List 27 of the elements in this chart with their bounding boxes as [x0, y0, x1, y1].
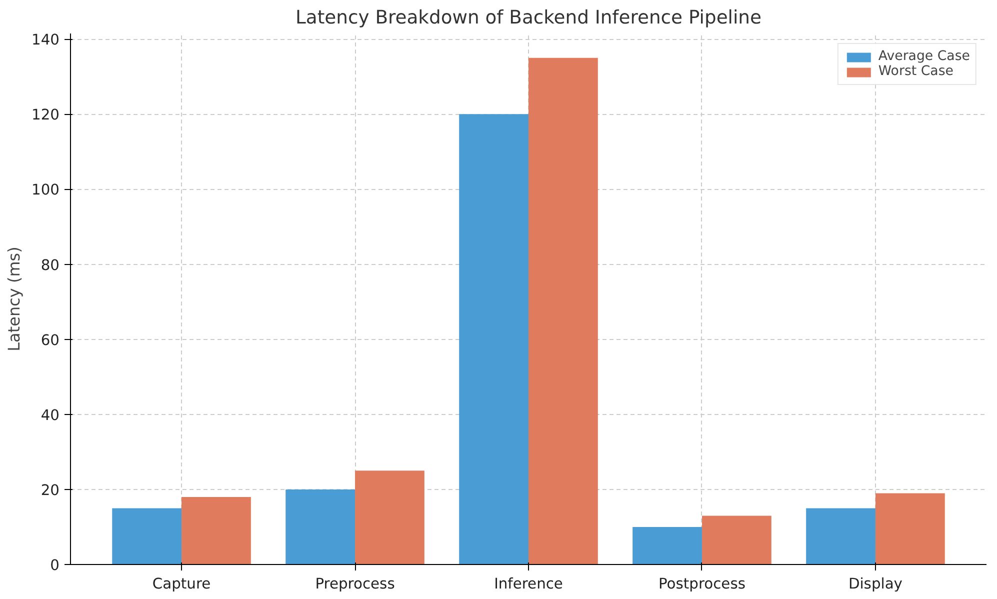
y-tick-label: 20	[40, 482, 60, 499]
bar	[112, 508, 182, 564]
bar	[286, 489, 356, 564]
bar	[632, 526, 702, 564]
bar	[702, 516, 772, 564]
x-tick-label: Inference	[494, 576, 563, 592]
x-tick-label: Capture	[152, 576, 211, 592]
y-tick-label: 40	[40, 406, 60, 424]
chart-title: Latency Breakdown of Backend Inference Pipeline	[296, 8, 762, 28]
bar	[875, 493, 945, 564]
x-tick-label: Postprocess	[658, 576, 746, 592]
bar	[355, 470, 424, 564]
y-tick-label: 140	[32, 32, 60, 49]
y-tick-label: 60	[40, 332, 60, 349]
legend-label: Worst Case	[878, 64, 954, 79]
y-tick-label: 100	[32, 182, 60, 199]
bar	[806, 508, 876, 564]
bar	[459, 114, 528, 564]
legend-label: Average Case	[878, 49, 970, 64]
bar	[528, 58, 598, 564]
x-tick-label: Display	[848, 576, 903, 592]
y-tick-label: 120	[32, 106, 60, 124]
x-tick-label: Preprocess	[315, 576, 395, 592]
y-tick-label: 0	[50, 557, 60, 574]
y-axis-title: Latency (ms)	[4, 246, 24, 352]
y-tick-label: 80	[40, 256, 60, 274]
bar	[182, 496, 251, 564]
